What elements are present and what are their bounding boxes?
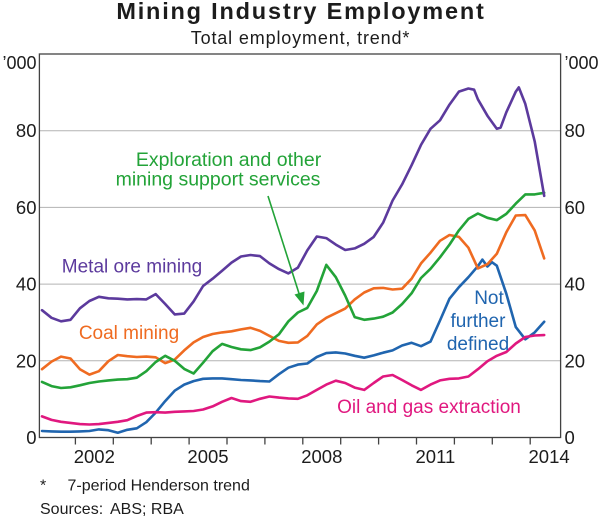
svg-text:further: further [451, 311, 507, 332]
svg-text:Metal ore mining: Metal ore mining [62, 257, 202, 278]
svg-text:Oil and gas extraction: Oil and gas extraction [337, 397, 521, 418]
svg-text:40: 40 [16, 274, 37, 295]
svg-text:mining support services: mining support services [116, 169, 321, 191]
svg-text:2008: 2008 [301, 446, 342, 467]
svg-text:60: 60 [565, 197, 586, 218]
svg-text:’000: ’000 [2, 53, 36, 73]
svg-text:0: 0 [565, 427, 575, 448]
svg-text:0: 0 [26, 427, 36, 448]
svg-text:Sources:: Sources: [40, 501, 103, 518]
svg-text:Coal mining: Coal mining [79, 323, 179, 344]
svg-text:ABS; RBA: ABS; RBA [110, 501, 184, 518]
svg-text:60: 60 [16, 197, 37, 218]
svg-text:Not: Not [474, 288, 504, 309]
svg-text:7-period Henderson trend: 7-period Henderson trend [68, 478, 250, 495]
svg-text:’000: ’000 [565, 53, 599, 73]
svg-text:defined: defined [447, 334, 509, 355]
svg-text:2005: 2005 [187, 446, 228, 467]
svg-text:Mining Industry Employment: Mining Industry Employment [116, 0, 485, 24]
svg-text:80: 80 [16, 120, 37, 141]
svg-text:20: 20 [16, 350, 37, 371]
svg-text:80: 80 [565, 120, 586, 141]
svg-text:40: 40 [565, 274, 586, 295]
svg-text:20: 20 [565, 350, 586, 371]
svg-text:2014: 2014 [529, 446, 570, 467]
svg-text:Exploration and other: Exploration and other [136, 149, 322, 171]
svg-text:2002: 2002 [74, 446, 115, 467]
svg-text:*: * [40, 478, 46, 495]
svg-text:Total employment, trend*: Total employment, trend* [191, 28, 411, 48]
svg-text:2011: 2011 [416, 446, 456, 467]
